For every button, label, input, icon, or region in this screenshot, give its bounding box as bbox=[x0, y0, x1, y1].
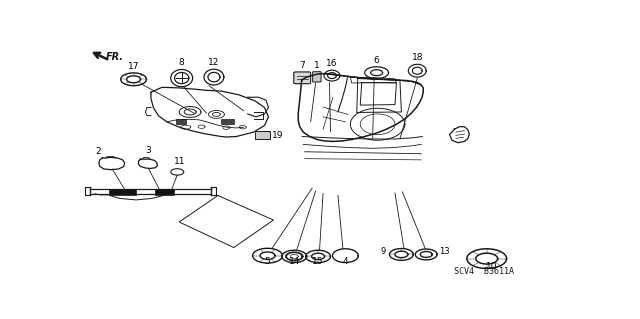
Text: FR.: FR. bbox=[106, 52, 124, 62]
Text: 4: 4 bbox=[342, 257, 348, 266]
Text: 18: 18 bbox=[412, 53, 423, 62]
Text: 10: 10 bbox=[486, 262, 497, 271]
Bar bbox=[176, 119, 186, 124]
Bar bbox=[109, 189, 136, 195]
Text: 12: 12 bbox=[208, 57, 220, 67]
Text: 1: 1 bbox=[314, 61, 320, 70]
Bar bbox=[221, 119, 234, 124]
FancyBboxPatch shape bbox=[312, 72, 321, 82]
FancyBboxPatch shape bbox=[255, 131, 271, 139]
Text: 5: 5 bbox=[264, 257, 270, 266]
Text: 14: 14 bbox=[289, 257, 300, 266]
Text: 8: 8 bbox=[179, 58, 184, 67]
Text: 2: 2 bbox=[95, 147, 101, 156]
Text: 13: 13 bbox=[439, 248, 450, 256]
Text: 7: 7 bbox=[300, 62, 305, 70]
Text: 19: 19 bbox=[271, 131, 283, 140]
Text: 11: 11 bbox=[174, 158, 186, 167]
Text: 9: 9 bbox=[380, 248, 385, 256]
FancyBboxPatch shape bbox=[294, 72, 310, 84]
Text: 3: 3 bbox=[145, 146, 151, 155]
Text: SCV4  B3611A: SCV4 B3611A bbox=[454, 267, 515, 276]
Text: 17: 17 bbox=[128, 62, 140, 71]
Text: 16: 16 bbox=[326, 59, 338, 68]
Bar bbox=[156, 189, 174, 195]
Text: 15: 15 bbox=[312, 257, 324, 266]
Text: 6: 6 bbox=[374, 56, 380, 64]
